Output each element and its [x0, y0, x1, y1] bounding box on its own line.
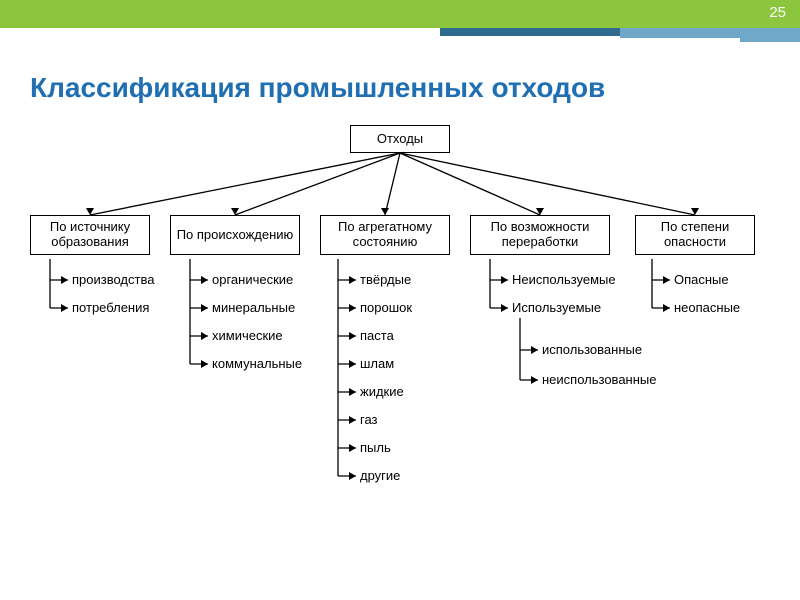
- ribbon-segment: [740, 28, 800, 42]
- leaf-item: минеральные: [212, 300, 295, 315]
- leaf-item: Неиспользуемые: [512, 272, 616, 287]
- leaf-item: пыль: [360, 440, 391, 455]
- leaf-subitem: использованные: [542, 342, 642, 357]
- leaf-item: другие: [360, 468, 400, 483]
- classification-diagram: Отходы По источнику образования По происхо…: [20, 120, 780, 580]
- leaf-item: порошок: [360, 300, 412, 315]
- leaf-item: жидкие: [360, 384, 404, 399]
- leaf-item: шлам: [360, 356, 394, 371]
- leaf-item: производства: [72, 272, 154, 287]
- leaf-item: органические: [212, 272, 293, 287]
- leaf-item: коммунальные: [212, 356, 302, 371]
- category-box: По происхождению: [170, 215, 300, 255]
- ribbon-decoration: [440, 28, 800, 56]
- ribbon-segment: [620, 28, 740, 38]
- leaf-item: Используемые: [512, 300, 601, 315]
- category-box: По источнику образования: [30, 215, 150, 255]
- page-title: Классификация промышленных отходов: [30, 72, 605, 104]
- category-box: По агрегатному состоянию: [320, 215, 450, 255]
- top-bar: 25: [0, 0, 800, 28]
- leaf-item: твёрдые: [360, 272, 411, 287]
- page-number: 25: [769, 4, 786, 21]
- leaf-subitem: неиспользованные: [542, 372, 656, 387]
- root-box: Отходы: [350, 125, 450, 153]
- category-box: По степени опасности: [635, 215, 755, 255]
- leaf-item: паста: [360, 328, 394, 343]
- category-box: По возможности переработки: [470, 215, 610, 255]
- leaf-item: газ: [360, 412, 378, 427]
- leaf-item: химические: [212, 328, 283, 343]
- ribbon-segment: [440, 28, 620, 36]
- leaf-item: Опасные: [674, 272, 729, 287]
- leaf-item: неопасные: [674, 300, 740, 315]
- leaf-item: потребления: [72, 300, 149, 315]
